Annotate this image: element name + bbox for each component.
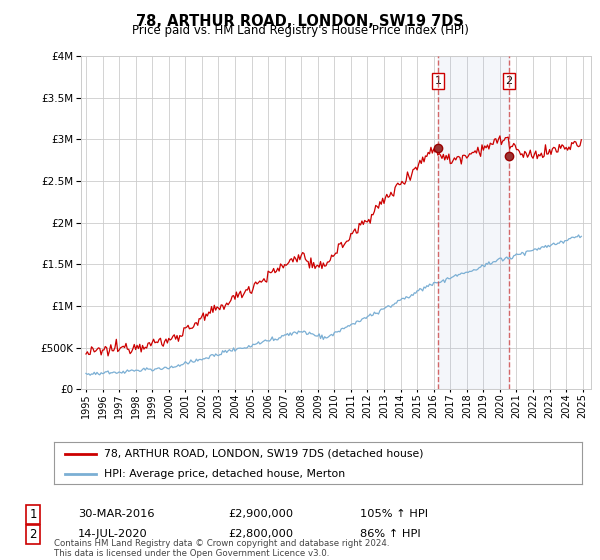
- Text: 78, ARTHUR ROAD, LONDON, SW19 7DS: 78, ARTHUR ROAD, LONDON, SW19 7DS: [136, 14, 464, 29]
- Text: £2,900,000: £2,900,000: [228, 509, 293, 519]
- Text: Price paid vs. HM Land Registry's House Price Index (HPI): Price paid vs. HM Land Registry's House …: [131, 24, 469, 37]
- Bar: [438, 56, 509, 389]
- Text: 78, ARTHUR ROAD, LONDON, SW19 7DS (detached house): 78, ARTHUR ROAD, LONDON, SW19 7DS (detac…: [104, 449, 424, 459]
- Text: 1: 1: [434, 76, 442, 86]
- Text: 86% ↑ HPI: 86% ↑ HPI: [360, 529, 421, 539]
- Text: 1: 1: [29, 507, 37, 521]
- Text: 2: 2: [29, 528, 37, 541]
- Text: £2,800,000: £2,800,000: [228, 529, 293, 539]
- Text: 14-JUL-2020: 14-JUL-2020: [78, 529, 148, 539]
- Text: Contains HM Land Registry data © Crown copyright and database right 2024.
This d: Contains HM Land Registry data © Crown c…: [54, 539, 389, 558]
- Text: 30-MAR-2016: 30-MAR-2016: [78, 509, 155, 519]
- Text: 105% ↑ HPI: 105% ↑ HPI: [360, 509, 428, 519]
- Text: HPI: Average price, detached house, Merton: HPI: Average price, detached house, Mert…: [104, 469, 345, 479]
- Text: 2: 2: [505, 76, 512, 86]
